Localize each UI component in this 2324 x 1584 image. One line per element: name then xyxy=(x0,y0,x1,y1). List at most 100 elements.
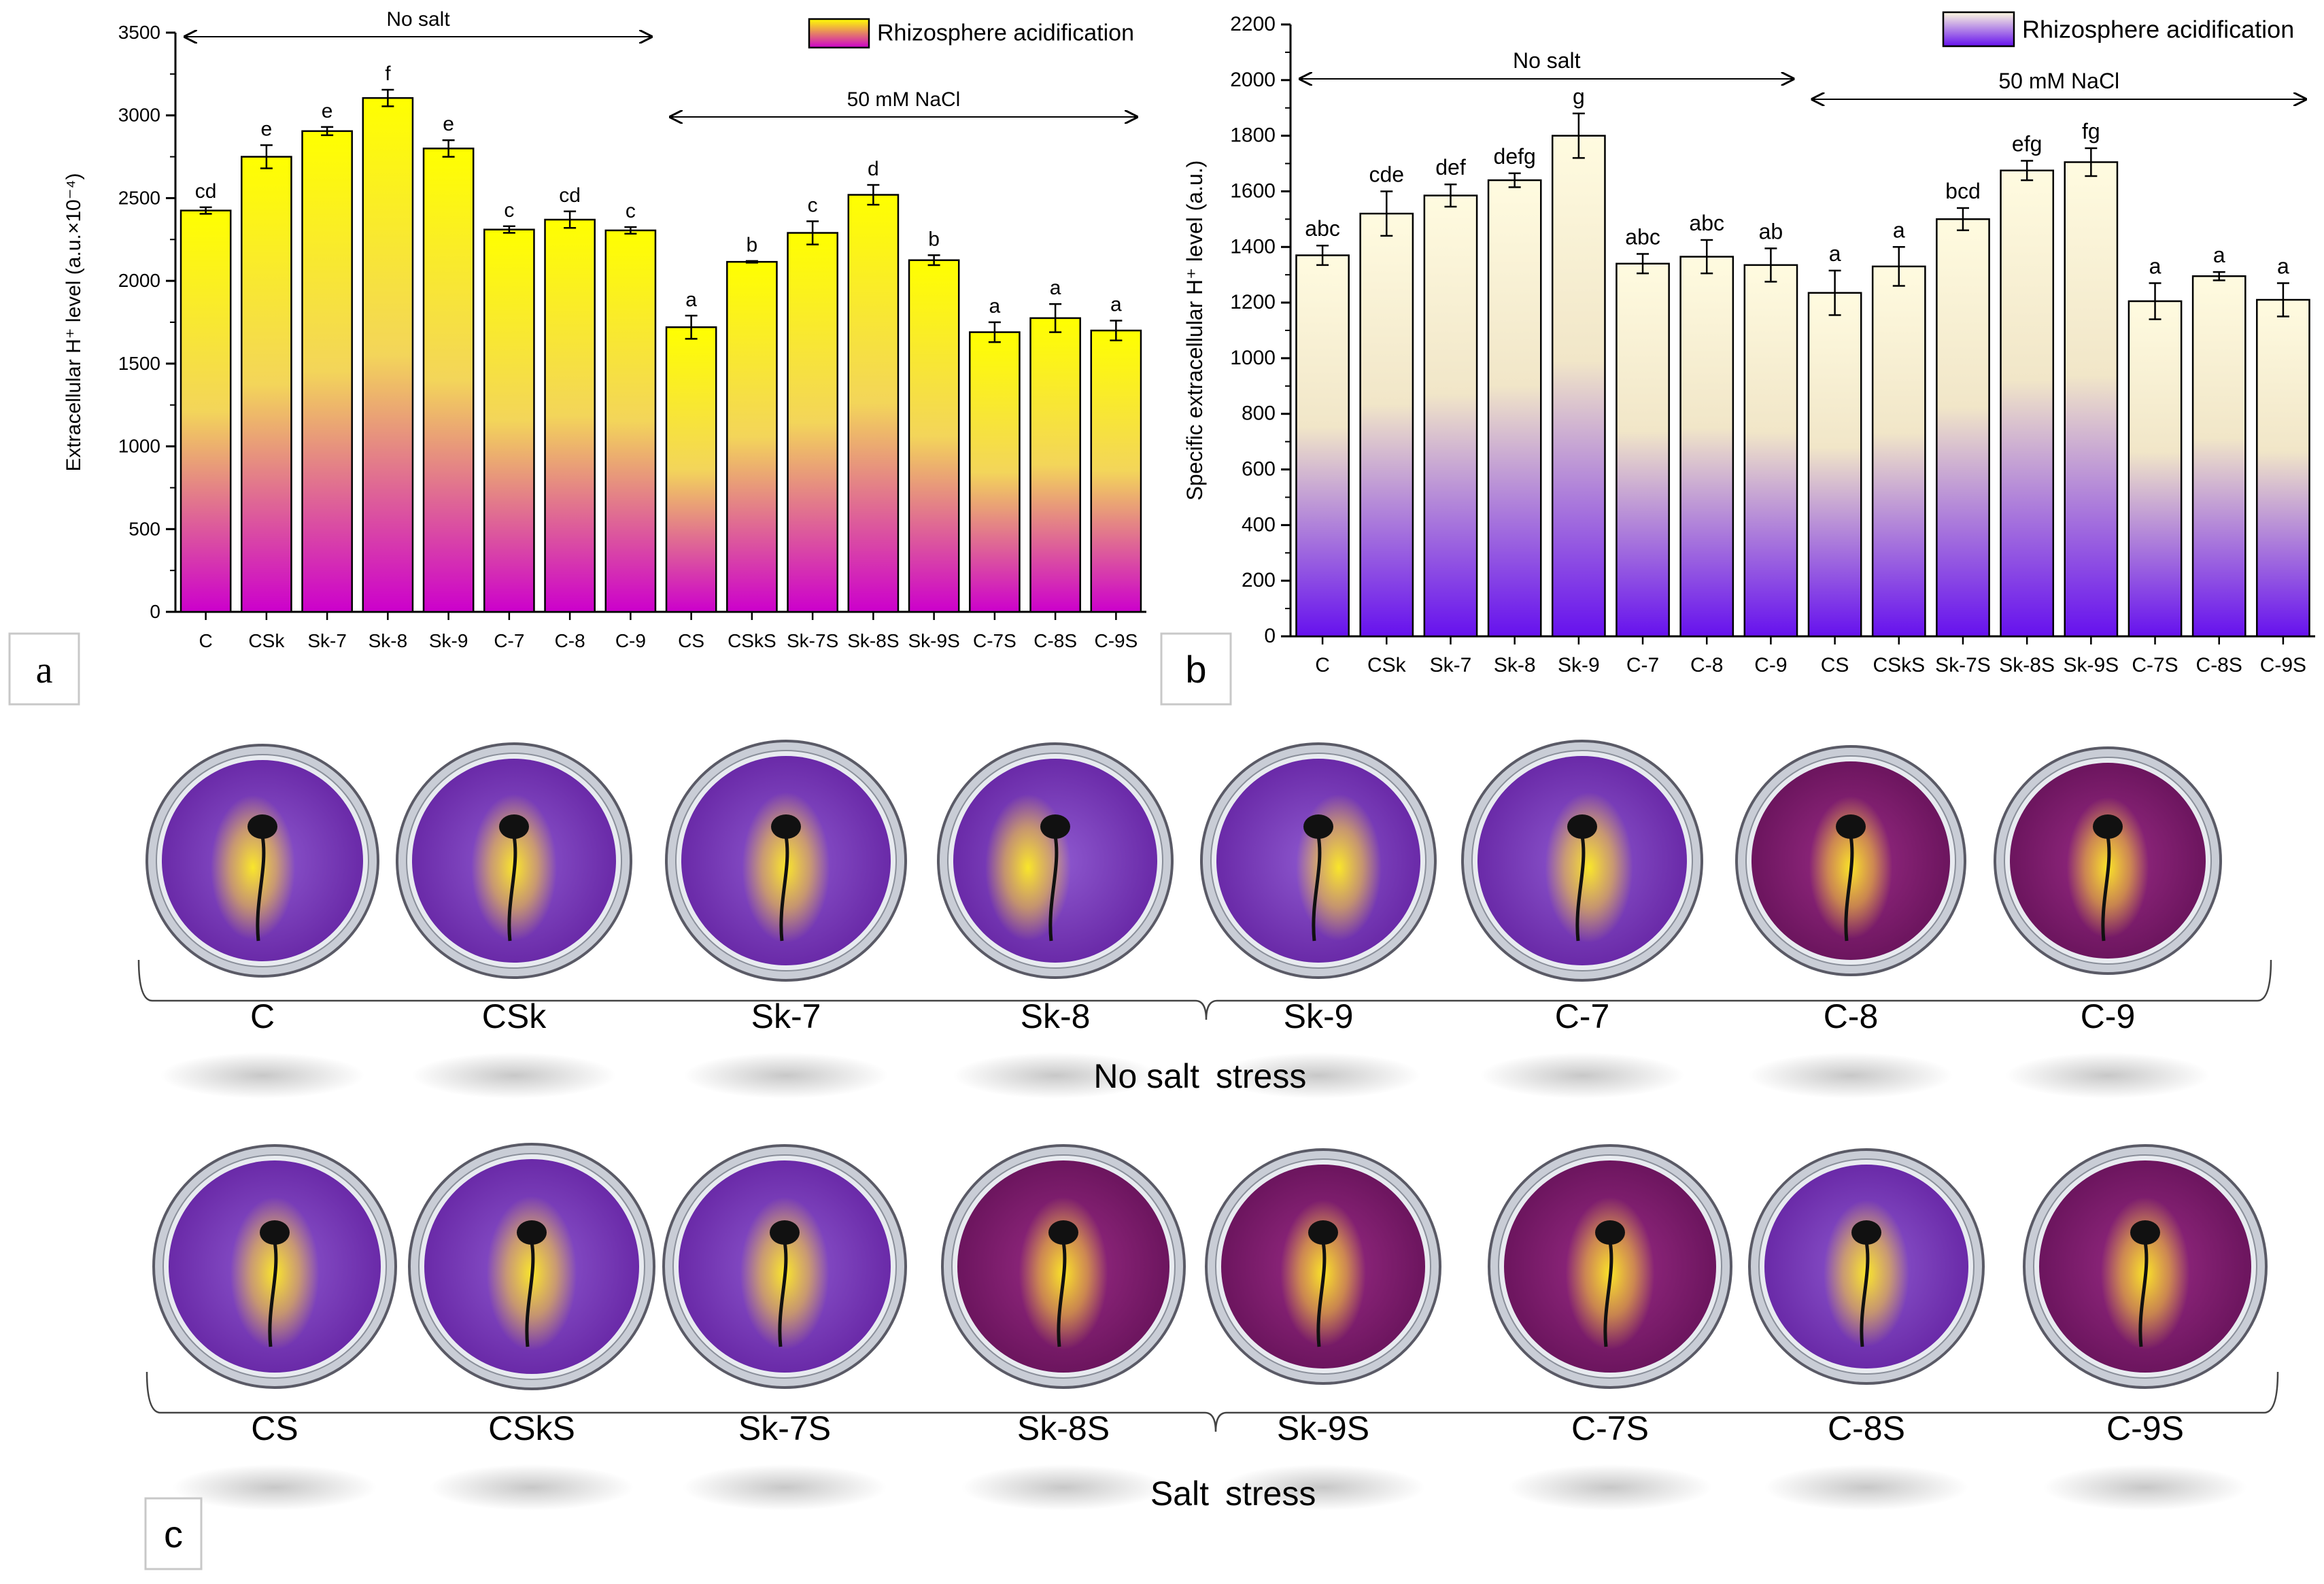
y-tick-label: 2200 xyxy=(1230,13,1276,35)
x-tick-label: CSkS xyxy=(1873,654,1925,676)
plate-shadow xyxy=(2043,1464,2247,1511)
bar xyxy=(1423,194,1478,638)
plate-label: Sk-9 xyxy=(1284,997,1354,1035)
group-label: No salt xyxy=(1513,48,1581,73)
y-tick-label: 1200 xyxy=(1230,291,1276,313)
plate-shadow xyxy=(173,1464,377,1511)
bar xyxy=(1295,254,1350,638)
seedling-cotyledon xyxy=(2130,1220,2160,1245)
significance-letter: c xyxy=(808,194,818,217)
plate-label: C-9 xyxy=(2081,997,2136,1035)
plate-shadow xyxy=(1480,1052,1684,1099)
plate-shadow xyxy=(1764,1464,1968,1511)
seedling-cotyledon xyxy=(1595,1220,1625,1245)
significance-letter: b xyxy=(747,234,758,256)
x-tick-label: Sk-9 xyxy=(1558,654,1600,676)
bar xyxy=(362,97,414,613)
significance-letter: a xyxy=(685,288,697,311)
x-tick-label: CSkS xyxy=(728,630,776,651)
plate-shadow xyxy=(2006,1052,2210,1099)
bar xyxy=(2064,161,2119,638)
seedling-cotyledon xyxy=(771,814,801,839)
seedling-cotyledon xyxy=(1567,814,1597,839)
chart-a: 0 500 1000 1500 2000 2500 3000 3500 Extracellula… xyxy=(63,8,1146,651)
y-tick-label: 2000 xyxy=(118,270,160,291)
x-tick-label: Sk-7 xyxy=(1430,654,1472,676)
seedling-root xyxy=(525,1241,535,1347)
acidification-zone xyxy=(1545,792,1633,943)
x-tick-label: C-8 xyxy=(1690,654,1723,676)
x-tick-label: CSk xyxy=(1367,654,1407,676)
legend-label: Rhizosphere acidification xyxy=(877,20,1134,46)
significance-letter: fg xyxy=(2082,119,2100,143)
bar xyxy=(544,218,596,613)
bar xyxy=(1743,264,1798,638)
bar xyxy=(301,130,353,613)
significance-letter: c xyxy=(626,200,636,222)
bar xyxy=(1616,262,1670,638)
significance-letter: a xyxy=(2149,254,2161,278)
y-tick-label: 1500 xyxy=(118,353,160,374)
plate-label: CSkS xyxy=(488,1409,575,1447)
group-label-right: stress xyxy=(1216,1057,1306,1095)
x-tick-label: C-7S xyxy=(2132,654,2178,676)
x-tick-label: C-8 xyxy=(555,630,585,651)
x-tick-label: C-7 xyxy=(494,630,524,651)
x-tick-label: C-9 xyxy=(615,630,646,651)
bar xyxy=(2000,169,2055,638)
plate-shadow xyxy=(430,1464,634,1511)
plate-shadow xyxy=(1221,1464,1425,1511)
seedling-root xyxy=(1603,1241,1613,1347)
seedling-root xyxy=(256,836,266,942)
seedling-root xyxy=(779,836,789,942)
plate-label: C xyxy=(250,997,275,1035)
legend-label: Rhizosphere acidification xyxy=(2022,16,2294,44)
seedling-root xyxy=(1312,836,1322,942)
significance-letter: g xyxy=(1573,84,1585,109)
bar xyxy=(1871,265,1926,638)
seedling-root xyxy=(1316,1241,1327,1347)
y-tick-label: 600 xyxy=(1242,458,1276,481)
y-tick-label: 1000 xyxy=(118,436,160,457)
bar xyxy=(2128,300,2183,638)
x-tick-label: Sk-8 xyxy=(1494,654,1536,676)
plate-label: C-7S xyxy=(1571,1409,1649,1447)
plate-shadow xyxy=(412,1052,616,1099)
group-brace xyxy=(137,959,2272,1020)
plate-label: Sk-9S xyxy=(1277,1409,1369,1447)
plate-label: CS xyxy=(251,1409,298,1447)
x-tick-label: Sk-7S xyxy=(787,630,838,651)
plate-label: Sk-8S xyxy=(1017,1409,1110,1447)
y-tick-label: 200 xyxy=(1242,569,1276,591)
plate-shadow xyxy=(1508,1464,1712,1511)
y-tick-label: 3500 xyxy=(118,22,160,43)
significance-letter: e xyxy=(322,100,333,122)
acidification-zone xyxy=(210,795,296,940)
x-tick-label: Sk-9 xyxy=(429,630,468,651)
bar xyxy=(847,194,900,613)
bar xyxy=(180,209,232,613)
x-tick-label: C xyxy=(1315,654,1330,676)
x-tick-label: C-7S xyxy=(973,630,1016,651)
plate-shadow xyxy=(1749,1052,1953,1099)
bar xyxy=(1551,135,1606,638)
plate-label: Sk-7 xyxy=(751,997,821,1035)
seedling-cotyledon xyxy=(517,1220,547,1245)
y-tick-label: 1800 xyxy=(1230,124,1276,147)
x-tick-label: Sk-8S xyxy=(847,630,899,651)
panel-c-label-box xyxy=(144,1497,203,1570)
significance-letter: cde xyxy=(1369,162,1404,186)
significance-letter: c xyxy=(504,199,514,222)
group-label: 50 mM NaCl xyxy=(847,88,961,111)
y-tick-label: 0 xyxy=(1264,625,1276,647)
significance-letter: abc xyxy=(1689,211,1724,235)
significance-letter: cd xyxy=(559,184,581,207)
y-tick-label: 2500 xyxy=(118,187,160,208)
y-tick-label: 1400 xyxy=(1230,235,1276,258)
x-tick-label: C-8S xyxy=(2196,654,2242,676)
significance-letter: abc xyxy=(1305,216,1340,241)
bar xyxy=(422,148,475,613)
seedling-root xyxy=(1048,836,1059,942)
y-tick-label: 1600 xyxy=(1230,179,1276,202)
